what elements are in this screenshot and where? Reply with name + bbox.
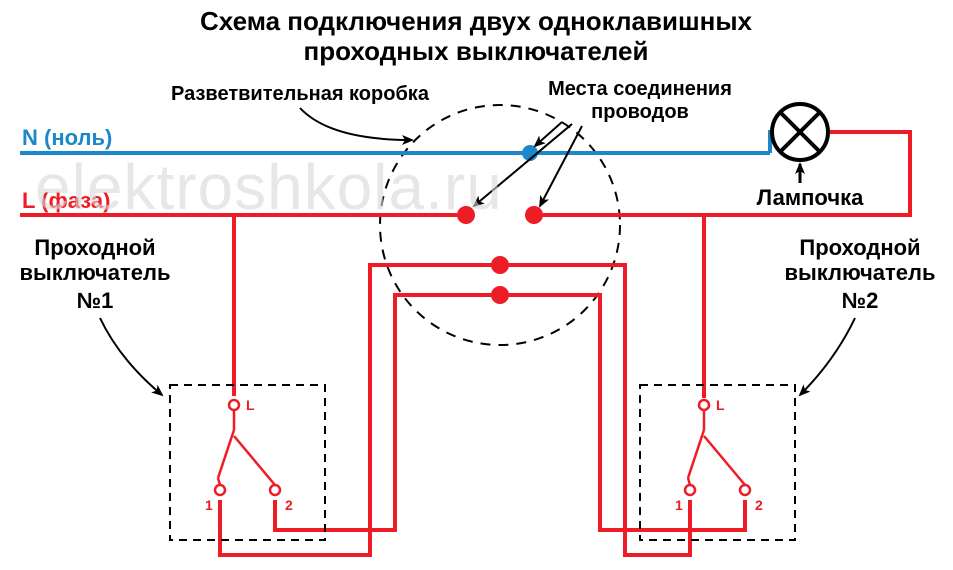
- wire-sw1-t1: [220, 265, 500, 555]
- wiring-diagram: Схема подключения двух одноклавишных про…: [0, 0, 953, 570]
- node-live-left: [457, 206, 475, 224]
- arrow-to-node-red2: [540, 126, 582, 206]
- switch2-internals: L 1 2: [675, 397, 763, 513]
- svg-text:L: L: [716, 397, 725, 413]
- arrow-to-node-red1: [474, 124, 572, 206]
- switch1-internals: L 1 2: [205, 397, 293, 513]
- svg-text:1: 1: [675, 497, 683, 513]
- wire-sw2-t1: [500, 265, 690, 555]
- junction-box-label: Разветвительная коробка: [171, 83, 430, 105]
- lamp-icon: [772, 104, 828, 160]
- arrow-to-junction: [300, 108, 412, 140]
- arrow-to-sw2: [800, 318, 855, 395]
- svg-text:1: 1: [205, 497, 213, 513]
- sw2-label-l2: выключатель: [784, 260, 935, 285]
- junction-box-circle: [380, 105, 620, 345]
- svg-text:2: 2: [755, 497, 763, 513]
- node-traveler-2: [491, 286, 509, 304]
- wire-sw1-L: [234, 215, 466, 396]
- sw2-label-l1: Проходной: [799, 235, 920, 260]
- sw1-label-l1: Проходной: [34, 235, 155, 260]
- arrow-to-sw1: [100, 318, 162, 395]
- joints-label1: Места соединения: [548, 78, 732, 100]
- neutral-label: N (ноль): [22, 125, 112, 150]
- wire-sw1-t2: [275, 295, 500, 530]
- wire-sw2-t2: [500, 295, 745, 530]
- lamp-label: Лампочка: [757, 185, 864, 210]
- svg-text:L: L: [246, 397, 255, 413]
- node-traveler-1: [491, 256, 509, 274]
- node-live-right: [525, 206, 543, 224]
- title-line2: проходных выключателей: [304, 36, 649, 66]
- wire-sw2-L: [534, 215, 704, 396]
- sw1-label-l2: выключатель: [19, 260, 170, 285]
- sw2-label-l3: №2: [842, 288, 879, 313]
- joints-label2: проводов: [591, 101, 689, 123]
- svg-text:2: 2: [285, 497, 293, 513]
- sw1-label-l3: №1: [77, 288, 114, 313]
- live-label: L (фаза): [22, 188, 110, 213]
- title-line1: Схема подключения двух одноклавишных: [200, 6, 753, 36]
